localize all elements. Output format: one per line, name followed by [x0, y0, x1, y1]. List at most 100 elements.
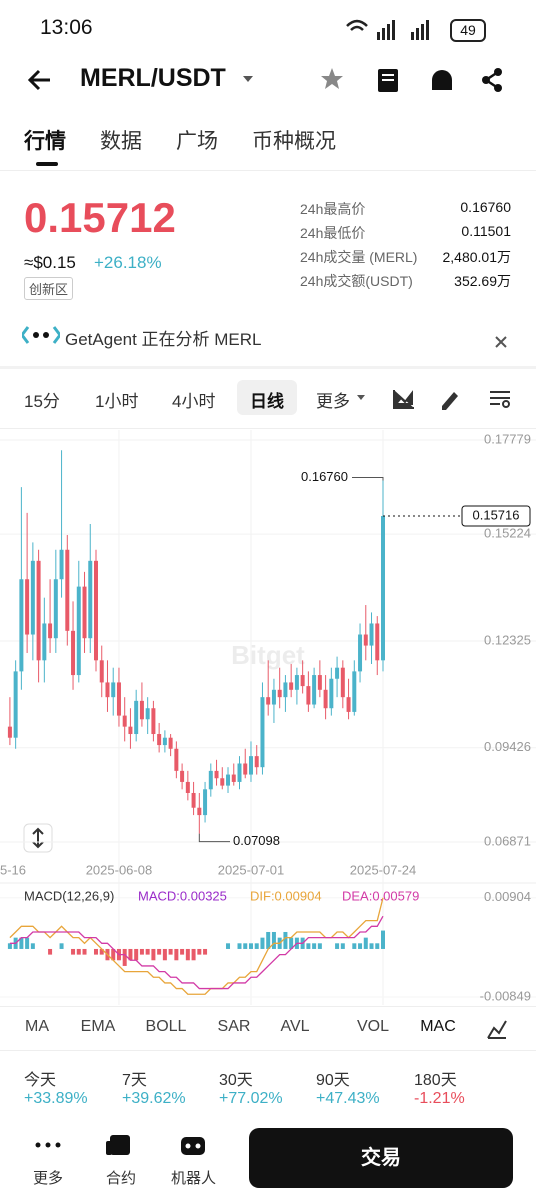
indicator-settings[interactable] [486, 1018, 508, 1040]
agent-icon [22, 326, 60, 344]
legend-entry: MACD:0.00325 [138, 888, 227, 903]
last-price: 0.15712 [24, 194, 176, 241]
macd-bar [151, 948, 156, 961]
indicator[interactable]: EMA [80, 1018, 116, 1035]
interval[interactable]: 15分 [24, 392, 60, 411]
divider [0, 1050, 536, 1051]
candle-body [82, 586, 87, 639]
divider [0, 1006, 536, 1007]
usd-price: ≈$0.15 [24, 253, 76, 272]
candle-body [25, 579, 30, 635]
candle-body [13, 671, 18, 738]
back-button[interactable] [26, 66, 54, 94]
macd-bar [145, 948, 150, 955]
interval[interactable]: 更多 [316, 392, 350, 411]
tab[interactable]: 广场 [176, 130, 218, 153]
macd-bar [335, 943, 340, 949]
tab[interactable]: 币种概况 [252, 130, 336, 153]
header-icons[interactable] [320, 66, 520, 96]
candle-body [19, 579, 24, 672]
last-price-box [461, 505, 531, 527]
macd-bar [185, 948, 190, 961]
status-time: 13:06 [40, 16, 93, 39]
y-tick-label: 0.17779 [484, 431, 531, 446]
battery: 49 [450, 19, 486, 42]
candle-body [294, 675, 299, 690]
candle-body [88, 560, 93, 639]
macd-bar [243, 943, 248, 949]
candle-body [317, 675, 322, 690]
candle-body [237, 763, 242, 782]
candle-body [71, 630, 76, 676]
macd-bar [237, 943, 242, 949]
candle-body [180, 770, 185, 782]
perf-change: +39.62% [122, 1090, 186, 1107]
candle-body [226, 774, 231, 786]
stat-value: 0.11501 [461, 223, 511, 239]
candle-body [105, 682, 110, 698]
chart-tools[interactable] [392, 386, 512, 412]
candle-body [300, 675, 305, 687]
candle-body [220, 778, 225, 786]
macd-bar [306, 943, 311, 949]
nav-icons[interactable] [30, 1133, 220, 1159]
stat-value: 352.69万 [454, 273, 511, 289]
candle-body [266, 697, 271, 705]
close-banner[interactable] [495, 336, 507, 348]
indicator[interactable]: VOL [356, 1018, 390, 1035]
nav-label[interactable]: 合约 [106, 1170, 137, 1187]
candle-body [151, 708, 156, 735]
candle-body [122, 715, 127, 727]
candle-body [254, 756, 259, 768]
legend-entry: DEA:0.00579 [342, 888, 419, 903]
macd-bar [59, 943, 64, 949]
macd-bar [352, 943, 357, 949]
candle-body [48, 623, 53, 639]
candle-body [214, 770, 219, 779]
interval[interactable]: 4小时 [172, 392, 216, 411]
tab-indicator [36, 162, 58, 166]
x-tick-label: 2025-06-08 [86, 862, 153, 877]
macd-bar [25, 937, 30, 949]
candle-body [157, 734, 162, 746]
macd-bar [369, 943, 374, 949]
stat-label: 24h最低价 [300, 225, 366, 241]
trade-button[interactable]: 交易 [249, 1128, 513, 1188]
interval[interactable]: 1小时 [95, 392, 139, 411]
more-dropdown[interactable] [356, 394, 366, 402]
tab[interactable]: 数据 [100, 130, 142, 153]
macd-bar [82, 948, 87, 955]
indicator[interactable]: MA [25, 1018, 49, 1035]
candle-body [369, 623, 374, 646]
candle-body [134, 700, 139, 735]
nav-label[interactable]: 机器人 [171, 1170, 217, 1187]
agent-banner[interactable]: GetAgent 正在分析 MERL [65, 330, 262, 349]
pair-dropdown[interactable] [242, 74, 254, 84]
candle-body [128, 726, 133, 735]
macd-bar [312, 943, 317, 949]
macd-bar [76, 948, 81, 955]
pair-title[interactable]: MERL/USDT [80, 64, 226, 92]
candle-body [363, 634, 368, 646]
macd-bar [260, 937, 265, 949]
interval[interactable]: 日线 [250, 392, 284, 411]
candle-body [174, 748, 179, 771]
perf-change: +77.02% [219, 1090, 283, 1107]
nav-label[interactable]: 更多 [33, 1170, 64, 1187]
indicator[interactable]: AVL [280, 1018, 310, 1035]
perf-period: 今天 [24, 1072, 57, 1089]
max-marker [352, 477, 384, 481]
macd-bar [30, 943, 35, 949]
candle-body [329, 678, 334, 709]
macd-bar [248, 943, 253, 949]
candle-body [312, 675, 317, 705]
tab[interactable]: 行情 [24, 130, 66, 153]
indicator[interactable]: MAC [420, 1018, 456, 1035]
macd-title: MACD(12,26,9) [24, 888, 114, 903]
indicator[interactable]: BOLL [145, 1018, 187, 1035]
candle-body [116, 682, 121, 716]
macd-bar [71, 948, 76, 955]
macd-bar [340, 943, 345, 949]
indicator[interactable]: SAR [217, 1018, 251, 1035]
